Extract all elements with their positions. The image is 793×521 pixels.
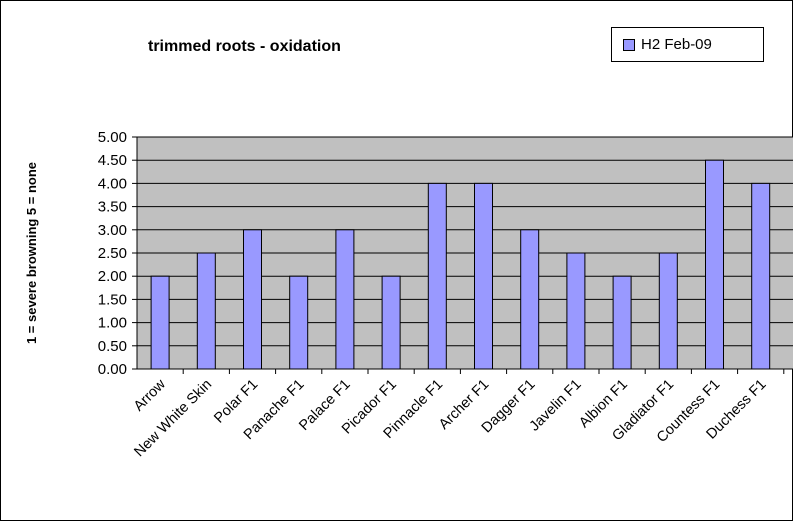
bar	[705, 159, 724, 370]
y-tick-label: 4.50	[98, 152, 127, 169]
y-tick-label: 4.00	[98, 175, 127, 192]
plot-area: 0.00 0.50 1.00 1.50 2.00 2.50 3.00 3.50 4.00 4.50…	[98, 129, 793, 460]
y-axis-label: 1 = severe browning 5 = none	[24, 162, 39, 344]
y-tick-label: 2.50	[98, 245, 127, 262]
bar	[150, 275, 170, 370]
bar	[474, 182, 493, 370]
bar	[520, 229, 540, 370]
chart-title: trimmed roots - oxidation	[148, 38, 341, 55]
bar	[243, 229, 262, 370]
y-tick-label: 1.00	[98, 315, 127, 332]
x-tick-label: Arrow	[131, 376, 169, 414]
bar	[566, 252, 586, 370]
bar	[658, 252, 678, 370]
legend: H2 Feb-09	[611, 27, 764, 62]
bar	[335, 229, 355, 370]
y-tick-label: 0.00	[98, 361, 127, 378]
y-tick-label: 2.00	[98, 268, 127, 285]
y-tick-label: 5.00	[98, 129, 127, 146]
y-tick-label: 3.00	[98, 222, 127, 239]
legend-swatch	[623, 38, 635, 51]
y-tick-label: 3.50	[98, 199, 127, 216]
bar	[427, 182, 447, 370]
bar	[289, 275, 309, 370]
legend-label: H2 Feb-09	[641, 36, 712, 53]
y-tick-label: 0.50	[98, 338, 127, 355]
bar	[196, 252, 216, 370]
y-tick-label: 1.50	[98, 291, 127, 308]
bar	[381, 275, 401, 370]
bar	[751, 182, 771, 370]
bar	[612, 275, 632, 370]
